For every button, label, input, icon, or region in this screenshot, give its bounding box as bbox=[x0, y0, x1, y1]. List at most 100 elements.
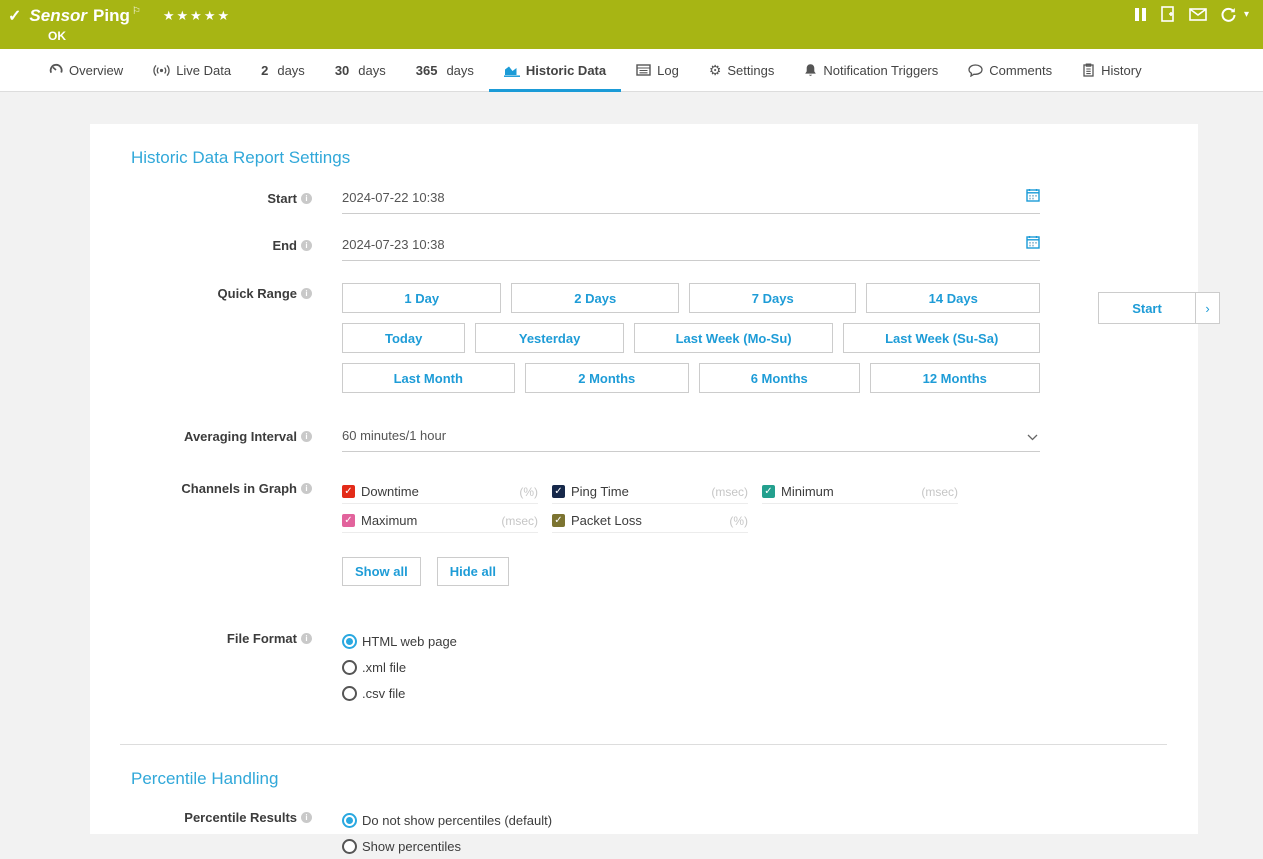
quick-range-today-button[interactable]: Today bbox=[342, 323, 466, 353]
channel-unit: (msec) bbox=[711, 484, 748, 499]
info-icon[interactable]: i bbox=[301, 288, 312, 299]
channel-maximum: ✓ Maximum (msec) bbox=[342, 513, 538, 533]
percentile-results-label: Percentile Results i bbox=[90, 807, 342, 859]
info-icon[interactable]: i bbox=[301, 812, 312, 823]
refresh-icon[interactable] bbox=[1220, 7, 1237, 23]
radio-icon[interactable] bbox=[342, 685, 357, 701]
tab-live-data[interactable]: Live Data bbox=[138, 49, 246, 91]
show-all-button[interactable]: Show all bbox=[342, 557, 421, 586]
radio-selected-icon[interactable] bbox=[342, 812, 357, 828]
packet-loss-checkbox[interactable]: ✓ bbox=[552, 514, 565, 527]
chevron-down-icon[interactable]: ▾ bbox=[1243, 9, 1249, 20]
info-icon[interactable]: i bbox=[301, 431, 312, 442]
quick-range-last-month-button[interactable]: Last Month bbox=[342, 363, 515, 393]
tab-label: Settings bbox=[727, 62, 775, 78]
sensor-header: ✓ Sensor Ping ⚐ ★★★★★ OK ▾ bbox=[0, 0, 1263, 49]
chevron-down-icon bbox=[1027, 429, 1038, 444]
tab-30-days[interactable]: 30 days bbox=[320, 49, 401, 91]
tab-settings[interactable]: ⚙ Settings bbox=[694, 49, 790, 91]
priority-stars[interactable]: ★★★★★ bbox=[162, 8, 232, 23]
tab-365-days[interactable]: 365 days bbox=[401, 49, 489, 91]
info-icon[interactable]: i bbox=[301, 193, 312, 204]
quick-range-1-day-button[interactable]: 1 Day bbox=[342, 283, 502, 313]
channel-unit: (msec) bbox=[921, 484, 958, 499]
section-title-percentile-handling: Percentile Handling bbox=[131, 769, 279, 788]
quick-range-last-week-mo-su-button[interactable]: Last Week (Mo-Su) bbox=[633, 323, 834, 353]
tab-number: 365 bbox=[415, 62, 438, 78]
page-title: Sensor Ping ⚐ bbox=[29, 6, 140, 26]
pause-icon[interactable] bbox=[1134, 7, 1147, 22]
area-chart-icon bbox=[503, 64, 520, 77]
ping-time-checkbox[interactable]: ✓ bbox=[552, 485, 565, 498]
tab-label: days bbox=[277, 62, 305, 78]
quick-range-label: Quick Range i bbox=[90, 283, 342, 393]
channel-name: Ping Time bbox=[571, 484, 629, 499]
tab-label: Log bbox=[657, 62, 679, 78]
radio-icon[interactable] bbox=[342, 659, 357, 675]
tab-label: History bbox=[1101, 62, 1142, 78]
channel-name: Minimum bbox=[781, 484, 834, 499]
radio-label: .csv file bbox=[362, 685, 406, 701]
radio-label: Do not show percentiles (default) bbox=[362, 812, 553, 828]
file-format-option-html[interactable]: HTML web page bbox=[342, 628, 1040, 654]
tab-2-days[interactable]: 2 days bbox=[246, 49, 320, 91]
channel-unit: (msec) bbox=[501, 513, 538, 528]
tab-historic-data[interactable]: Historic Data bbox=[488, 49, 622, 92]
radio-icon[interactable] bbox=[342, 838, 357, 854]
channel-unit: (%) bbox=[519, 484, 538, 499]
averaging-interval-select[interactable]: 60 minutes/1 hour bbox=[342, 426, 1040, 452]
info-icon[interactable]: i bbox=[301, 240, 312, 251]
report-icon[interactable] bbox=[1160, 6, 1176, 23]
comment-icon bbox=[968, 63, 983, 77]
channel-name: Maximum bbox=[361, 513, 418, 528]
tab-history[interactable]: History bbox=[1067, 49, 1156, 91]
channel-downtime: ✓ Downtime (%) bbox=[342, 484, 538, 504]
email-icon[interactable] bbox=[1189, 8, 1207, 21]
quick-range-last-week-su-sa-button[interactable]: Last Week (Su-Sa) bbox=[843, 323, 1040, 353]
channels-in-graph-label: Channels in Graph i bbox=[90, 478, 342, 586]
tab-log[interactable]: Log bbox=[621, 49, 694, 91]
tab-overview[interactable]: Overview bbox=[34, 49, 138, 91]
start-report-split-button: Start › bbox=[1098, 292, 1220, 324]
radio-label: .xml file bbox=[362, 659, 407, 675]
settings-panel: Historic Data Report Settings Start i 202… bbox=[90, 124, 1198, 854]
tab-number: 2 bbox=[261, 62, 269, 78]
channel-minimum: ✓ Minimum (msec) bbox=[762, 484, 958, 504]
quick-range-yesterday-button[interactable]: Yesterday bbox=[475, 323, 624, 353]
calendar-icon[interactable] bbox=[1026, 188, 1040, 205]
gauge-icon bbox=[49, 63, 63, 77]
tab-bar: Overview Live Data 2 days 30 days 365 da… bbox=[0, 49, 1263, 92]
tab-notification-triggers[interactable]: Notification Triggers bbox=[789, 49, 953, 91]
quick-range-12-months-button[interactable]: 12 Months bbox=[869, 363, 1041, 393]
tab-label: Live Data bbox=[176, 62, 232, 78]
file-format-option-csv[interactable]: .csv file bbox=[342, 680, 1040, 706]
live-icon bbox=[153, 64, 170, 77]
minimum-checkbox[interactable]: ✓ bbox=[762, 485, 775, 498]
start-datetime-input[interactable]: 2024-07-22 10:38 bbox=[342, 188, 1040, 214]
calendar-icon[interactable] bbox=[1026, 235, 1040, 252]
start-report-chevron-button[interactable]: › bbox=[1196, 292, 1220, 324]
flag-icon: ⚐ bbox=[131, 6, 141, 18]
quick-range-7-days-button[interactable]: 7 Days bbox=[688, 283, 857, 313]
status-badge: OK bbox=[48, 29, 66, 43]
tab-comments[interactable]: Comments bbox=[953, 49, 1067, 91]
end-datetime-input[interactable]: 2024-07-23 10:38 bbox=[342, 235, 1040, 261]
quick-range-2-months-button[interactable]: 2 Months bbox=[524, 363, 690, 393]
file-format-option-xml[interactable]: .xml file bbox=[342, 654, 1040, 680]
downtime-checkbox[interactable]: ✓ bbox=[342, 485, 355, 498]
start-report-button[interactable]: Start bbox=[1098, 292, 1196, 324]
tab-label: days bbox=[358, 62, 386, 78]
percentile-option-show[interactable]: Show percentiles bbox=[342, 833, 1040, 859]
quick-range-14-days-button[interactable]: 14 Days bbox=[866, 283, 1040, 313]
quick-range-2-days-button[interactable]: 2 Days bbox=[511, 283, 679, 313]
info-icon[interactable]: i bbox=[301, 633, 312, 644]
channel-packet-loss: ✓ Packet Loss (%) bbox=[552, 513, 748, 533]
radio-selected-icon[interactable] bbox=[342, 633, 357, 649]
start-datetime-value: 2024-07-22 10:38 bbox=[342, 190, 445, 205]
maximum-checkbox[interactable]: ✓ bbox=[342, 514, 355, 527]
channel-ping-time: ✓ Ping Time (msec) bbox=[552, 484, 748, 504]
info-icon[interactable]: i bbox=[301, 483, 312, 494]
hide-all-button[interactable]: Hide all bbox=[436, 557, 509, 586]
quick-range-6-months-button[interactable]: 6 Months bbox=[699, 363, 860, 393]
percentile-option-do-not-show[interactable]: Do not show percentiles (default) bbox=[342, 807, 1040, 833]
